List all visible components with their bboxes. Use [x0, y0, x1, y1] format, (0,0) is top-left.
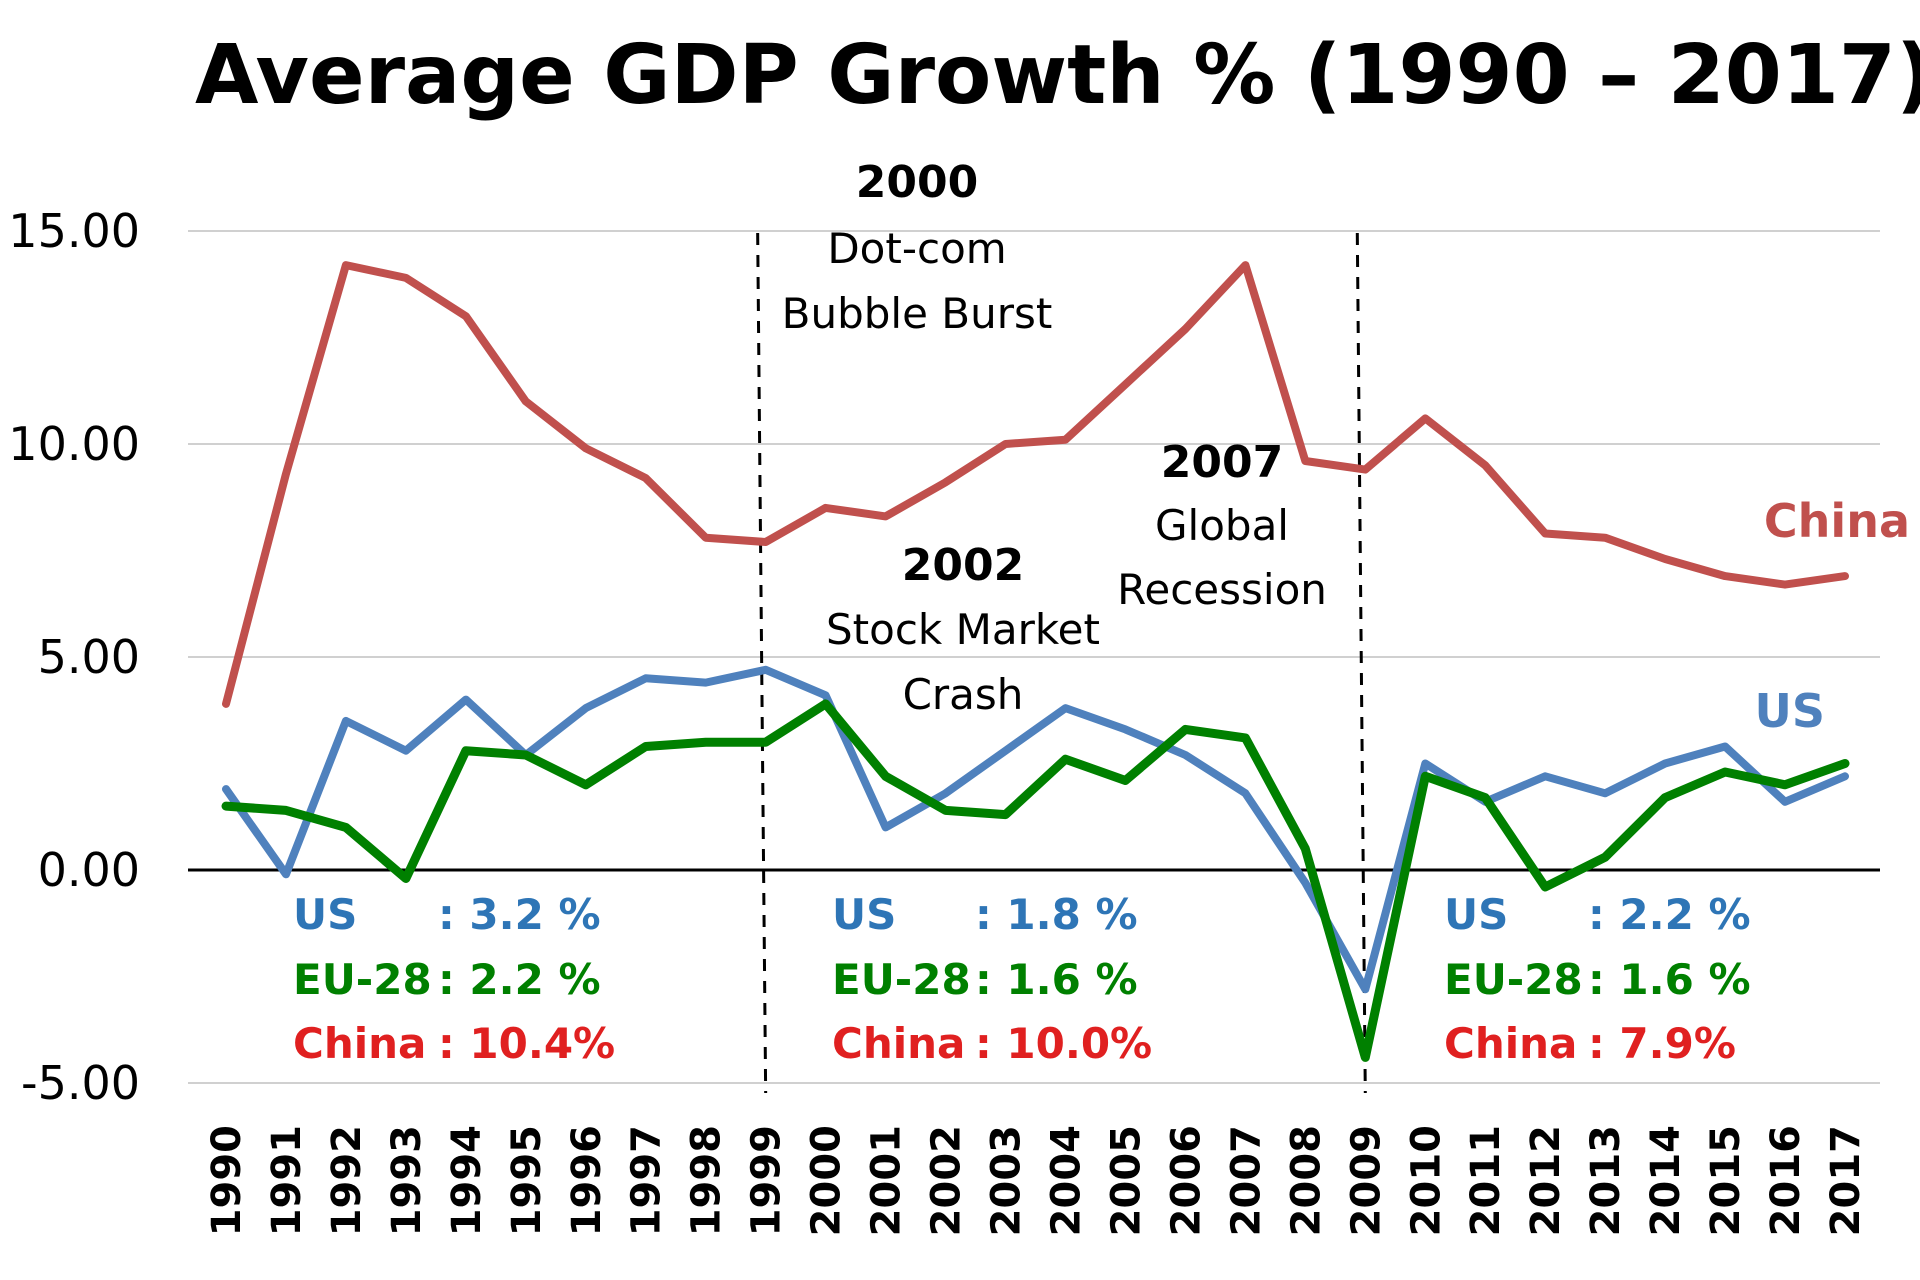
stat-us-name: US	[293, 890, 357, 939]
x-tick-label: 2016	[1763, 1125, 1809, 1236]
stat-cn-name: China	[293, 1019, 426, 1068]
annotation-dotcom-year: 2000	[856, 157, 978, 208]
stat-us-name: US	[1444, 890, 1508, 939]
x-tick-label: 1992	[324, 1125, 370, 1236]
stat-cn-value: : 10.0%	[975, 1019, 1152, 1068]
x-tick-label: 2011	[1463, 1125, 1509, 1236]
stat-eu-value: : 1.6 %	[975, 955, 1138, 1004]
annotation-recession-line1: Global	[1155, 501, 1289, 550]
stat-us-value: : 2.2 %	[1588, 890, 1751, 939]
x-tick-label: 2015	[1703, 1125, 1749, 1236]
annotation-crash-line1: Stock Market	[826, 605, 1100, 654]
x-tick-label: 2004	[1043, 1125, 1089, 1236]
period-stats-1: US : 3.2 % EU-28 : 2.2 % China : 10.4%	[293, 890, 615, 1068]
gridlines	[188, 230, 1880, 1084]
x-tick-label: 2000	[804, 1125, 850, 1236]
y-axis-ticks: 15.00 10.00 5.00 0.00 -5.00	[8, 204, 140, 1110]
us-series-label: US	[1755, 684, 1825, 738]
x-tick-label: 1999	[744, 1125, 790, 1236]
period-dividers	[756, 232, 1367, 1094]
period-divider	[1355, 232, 1367, 1094]
x-tick-label: 1990	[204, 1125, 250, 1236]
annotation-recession: 2007 Global Recession	[1117, 437, 1327, 614]
series-line-eu-28	[221, 699, 1850, 1062]
x-tick-label: 1998	[684, 1125, 730, 1236]
x-tick-label: 2001	[864, 1125, 910, 1236]
x-tick-label: 2013	[1583, 1125, 1629, 1236]
period-stats-2: US : 1.8 % EU-28 : 1.6 % China : 10.0%	[832, 890, 1152, 1068]
x-tick-label: 1991	[264, 1125, 310, 1236]
x-tick-label: 2007	[1223, 1125, 1269, 1236]
annotation-crash-year: 2002	[902, 540, 1024, 591]
x-tick-label: 2005	[1103, 1125, 1149, 1236]
annotation-dotcom-line2: Bubble Burst	[782, 289, 1053, 338]
x-tick-label: 1994	[444, 1125, 490, 1236]
y-tick-label: 15.00	[8, 204, 140, 258]
series-lines	[221, 261, 1850, 1062]
x-tick-label: 2012	[1523, 1125, 1569, 1236]
annotation-crash: 2002 Stock Market Crash	[826, 540, 1100, 719]
annotation-recession-line2: Recession	[1117, 565, 1327, 614]
annotation-dotcom: 2000 Dot-com Bubble Burst	[782, 157, 1053, 338]
x-tick-label: 2017	[1823, 1125, 1869, 1236]
stat-eu-value: : 1.6 %	[1588, 955, 1751, 1004]
china-series-label: China	[1764, 494, 1910, 548]
stat-us-value: : 1.8 %	[975, 890, 1138, 939]
x-tick-label: 2008	[1283, 1125, 1329, 1236]
y-tick-label: 5.00	[38, 630, 140, 684]
stat-eu-name: EU-28	[832, 955, 971, 1004]
x-tick-label: 1996	[564, 1125, 610, 1236]
x-tick-label: 2003	[984, 1125, 1030, 1236]
period-stats-3: US : 2.2 % EU-28 : 1.6 % China : 7.9%	[1444, 890, 1751, 1068]
y-tick-label: 10.00	[8, 417, 140, 471]
y-tick-label: -5.00	[21, 1056, 140, 1110]
stat-cn-value: : 10.4%	[438, 1019, 615, 1068]
stat-us-value: : 3.2 %	[438, 890, 601, 939]
x-tick-label: 2006	[1163, 1125, 1209, 1236]
series-line-china	[222, 261, 1849, 708]
x-tick-label: 2009	[1343, 1125, 1389, 1236]
y-tick-label: 0.00	[38, 843, 140, 897]
x-tick-label: 1993	[384, 1125, 430, 1236]
annotation-recession-year: 2007	[1161, 437, 1283, 488]
annotation-crash-line2: Crash	[903, 670, 1024, 719]
period-divider	[756, 232, 768, 1094]
chart-title: Average GDP Growth % (1990 – 2017)	[195, 28, 1920, 123]
stat-eu-name: EU-28	[293, 955, 432, 1004]
stat-us-name: US	[832, 890, 896, 939]
x-tick-label: 1995	[504, 1125, 550, 1236]
x-tick-label: 2002	[924, 1125, 970, 1236]
stat-eu-name: EU-28	[1444, 955, 1583, 1004]
annotation-dotcom-line1: Dot-com	[827, 224, 1006, 273]
x-tick-label: 2014	[1643, 1125, 1689, 1236]
series-line-us	[222, 665, 1849, 994]
x-tick-label: 1997	[624, 1125, 670, 1236]
stat-cn-name: China	[1444, 1019, 1577, 1068]
x-axis-ticks: 1990 1991 1992 1993 1994 1995 1996 1997 1998 1999…	[204, 1125, 1869, 1236]
stat-cn-name: China	[832, 1019, 965, 1068]
stat-eu-value: : 2.2 %	[438, 955, 601, 1004]
stat-cn-value: : 7.9%	[1588, 1019, 1736, 1068]
x-tick-label: 2010	[1403, 1125, 1449, 1236]
